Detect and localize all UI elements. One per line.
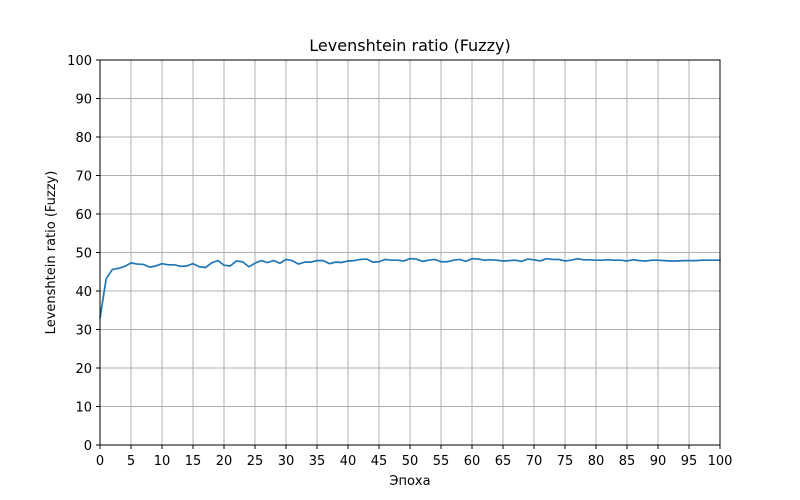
y-tick-label: 70 (75, 170, 92, 185)
grid (99, 59, 721, 446)
chart-title: Levenshtein ratio (Fuzzy) (309, 36, 510, 55)
x-tick-label: 90 (650, 454, 667, 469)
y-tick-label: 100 (67, 54, 92, 69)
x-tick-label: 40 (340, 454, 357, 469)
x-tick-label: 65 (495, 454, 512, 469)
y-tick-label: 40 (75, 285, 92, 300)
series-layer (99, 257, 721, 319)
y-tick-label: 20 (75, 362, 92, 377)
x-tick-label: 0 (96, 454, 104, 469)
x-tick-label: 35 (309, 454, 326, 469)
series-line (99, 257, 721, 319)
y-axis-label: Levenshtein ratio (Fuzzy) (44, 171, 59, 335)
x-tick-label: 95 (681, 454, 698, 469)
x-tick-label: 5 (127, 454, 135, 469)
x-tick-label: 100 (708, 454, 733, 469)
y-tick-label: 30 (75, 324, 92, 339)
x-tick-label: 60 (464, 454, 481, 469)
x-tick-label: 10 (154, 454, 171, 469)
x-tick-label: 55 (433, 454, 450, 469)
x-tick-label: 15 (185, 454, 202, 469)
y-tick-label: 80 (75, 131, 92, 146)
x-tick-label: 30 (278, 454, 295, 469)
y-tick-label: 50 (75, 247, 92, 262)
x-tick-label: 70 (526, 454, 543, 469)
x-tick-label: 75 (557, 454, 574, 469)
x-tick-label: 80 (588, 454, 605, 469)
x-tick-label: 25 (247, 454, 264, 469)
y-tick-label: 10 (75, 401, 92, 416)
y-tick-label: 60 (75, 208, 92, 223)
x-tick-label: 20 (216, 454, 233, 469)
x-tick-label: 85 (619, 454, 636, 469)
x-tick-label: 50 (402, 454, 419, 469)
y-tick-label: 0 (84, 439, 92, 454)
x-axis-label: Эпоха (389, 474, 430, 489)
ticks: 0 5 10 15 20 25 30 35 40 45 50 55 60 65 70 75 80 85 90 95 10… (67, 54, 732, 469)
y-tick-label: 90 (75, 93, 92, 108)
x-tick-label: 45 (371, 454, 388, 469)
